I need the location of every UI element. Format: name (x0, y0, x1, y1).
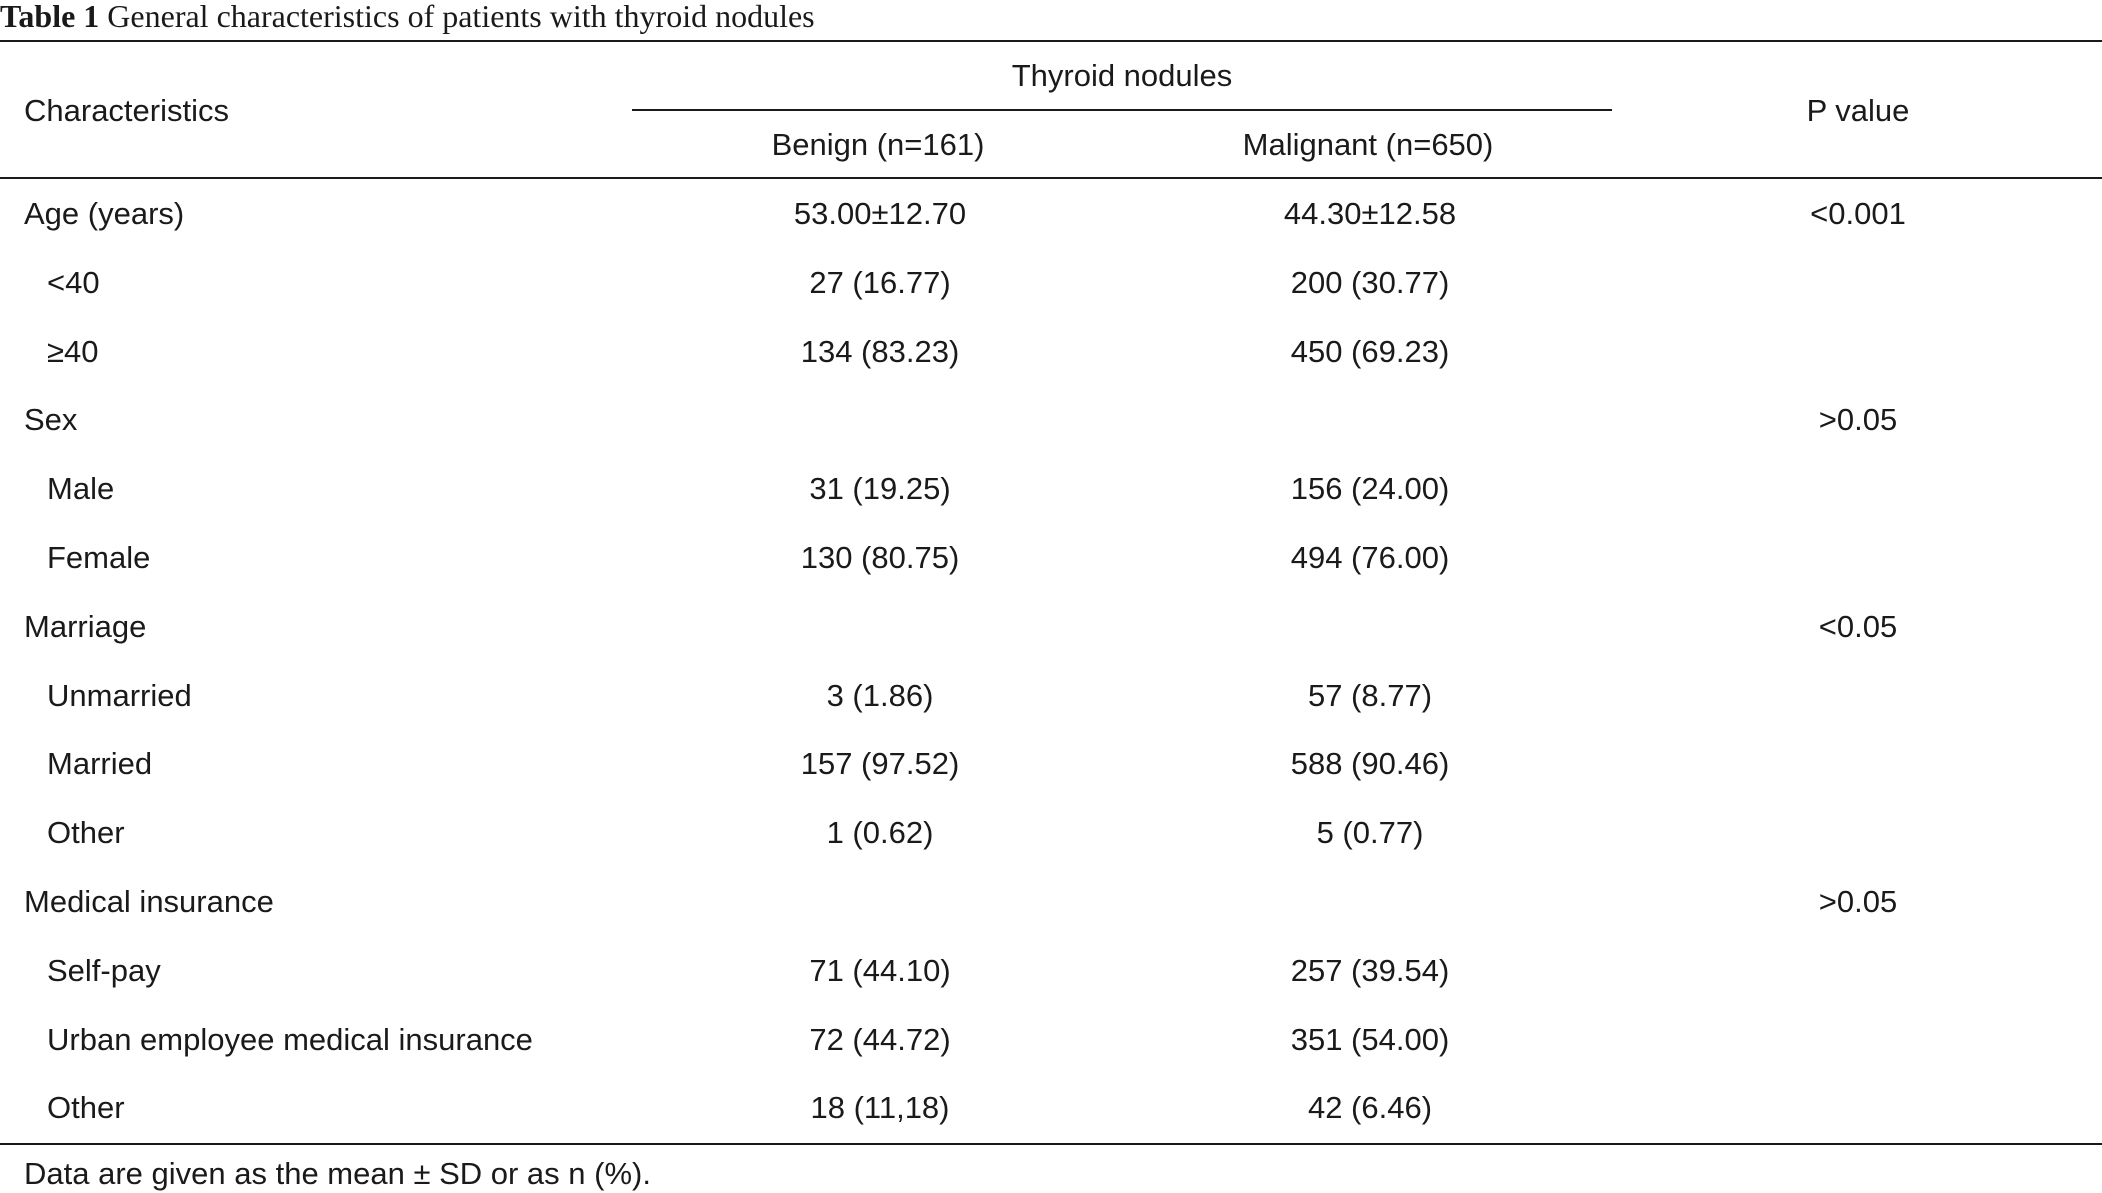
table-row: Sex >0.05 (0, 402, 2102, 471)
cell-malignant: 450 (69.23) (1290, 333, 1450, 369)
table-row: Self-pay 71 (44.10) 257 (39.54) (0, 953, 2102, 1022)
table-row: Male 31 (19.25) 156 (24.00) (0, 471, 2102, 540)
row-subcategory-label: Female (47, 540, 151, 575)
row-subcategory-label: Unmarried (47, 677, 192, 713)
row-category-label: Age (years) (24, 196, 185, 231)
cell-p-value: <0.05 (1818, 608, 1898, 644)
cell-benign: 31 (19.25) (809, 471, 951, 507)
cell-benign: 53.00±12.70 (793, 196, 967, 231)
row-subcategory-label: ≥40 (47, 333, 99, 369)
table-title: Table 1 General characteristics of patie… (0, 0, 815, 40)
header-characteristics: Characteristics (24, 93, 229, 128)
row-subcategory-label: Married (47, 746, 153, 782)
table-row: Urban employee medical insurance 72 (44.7… (0, 1022, 2102, 1091)
table-row: <40 27 (16.77) 200 (30.77) (0, 265, 2102, 334)
cell-p-value: >0.05 (1818, 884, 1898, 919)
cell-benign: 157 (97.52) (800, 746, 960, 782)
row-subcategory-label: Urban employee medical insurance (47, 1021, 533, 1057)
table-title-text: General characteristics of patients with… (107, 0, 815, 34)
cell-benign: 3 (1.86) (826, 677, 934, 713)
header-bottom-rule (0, 177, 2102, 179)
cell-malignant: 351 (54.00) (1290, 1021, 1450, 1057)
group-header-rule (632, 109, 1612, 111)
cell-benign: 130 (80.75) (800, 540, 960, 575)
cell-benign: 18 (11,18) (810, 1090, 950, 1126)
cell-p-value: >0.05 (1818, 402, 1898, 438)
cell-benign: 134 (83.23) (800, 333, 960, 369)
table-row: ≥40 134 (83.23) 450 (69.23) (0, 334, 2102, 403)
cell-malignant: 44.30±12.58 (1283, 196, 1457, 231)
table-row: Unmarried 3 (1.86) 57 (8.77) (0, 678, 2102, 747)
table-row: Medical insurance >0.05 (0, 884, 2102, 953)
cell-malignant: 588 (90.46) (1290, 746, 1450, 782)
table-footnote: Data are given as the mean ± SD or as n … (24, 1156, 651, 1191)
table-row: Other 18 (11,18) 42 (6.46) (0, 1090, 2102, 1159)
table-row: Married 157 (97.52) 588 (90.46) (0, 746, 2102, 815)
row-category-label: Sex (24, 402, 78, 438)
row-subcategory-label: Self-pay (47, 952, 161, 988)
cell-benign: 27 (16.77) (809, 264, 951, 300)
cell-malignant: 57 (8.77) (1307, 677, 1433, 713)
cell-malignant: 494 (76.00) (1290, 540, 1450, 575)
row-subcategory-label: Other (47, 1090, 125, 1126)
top-rule (0, 40, 2102, 42)
row-subcategory-label: Other (47, 815, 125, 851)
header-thyroid-nodules: Thyroid nodules (1011, 58, 1233, 93)
cell-malignant: 257 (39.54) (1290, 952, 1450, 988)
cell-benign: 72 (44.72) (809, 1021, 951, 1057)
table-row: Female 130 (80.75) 494 (76.00) (0, 540, 2102, 609)
cell-benign: 71 (44.10) (809, 952, 951, 988)
cell-p-value: <0.001 (1810, 196, 1906, 231)
row-subcategory-label: <40 (47, 264, 100, 300)
header-p-value: P value (1806, 93, 1910, 128)
bottom-rule (0, 1143, 2102, 1145)
row-category-label: Medical insurance (24, 884, 274, 919)
cell-malignant: 42 (6.46) (1307, 1090, 1433, 1126)
cell-benign: 1 (0.62) (826, 815, 934, 851)
cell-malignant: 156 (24.00) (1290, 471, 1450, 507)
table-row: Age (years) 53.00±12.70 44.30±12.58 <0.001 (0, 196, 2102, 265)
table-row: Other 1 (0.62) 5 (0.77) (0, 815, 2102, 884)
header-benign: Benign (n=161) (771, 127, 985, 162)
row-subcategory-label: Male (47, 471, 115, 507)
cell-malignant: 200 (30.77) (1290, 264, 1450, 300)
cell-malignant: 5 (0.77) (1316, 815, 1424, 851)
header-malignant: Malignant (n=650) (1242, 127, 1494, 162)
row-category-label: Marriage (24, 608, 147, 644)
table-title-label: Table 1 (0, 0, 100, 34)
table-row: Marriage <0.05 (0, 609, 2102, 678)
